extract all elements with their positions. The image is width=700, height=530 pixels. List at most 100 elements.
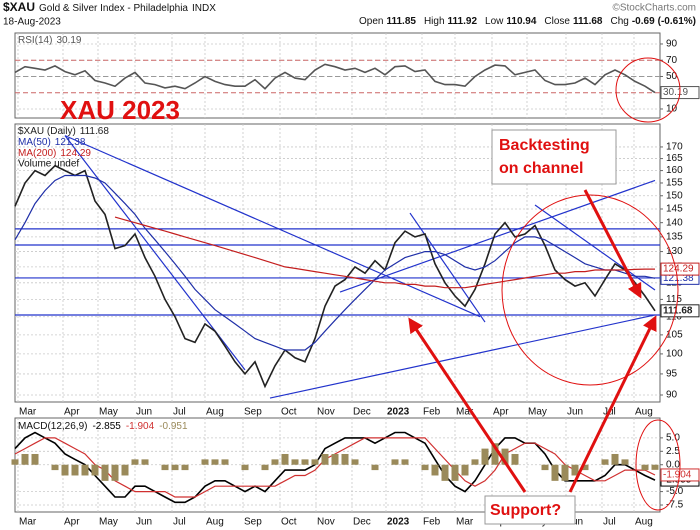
histogram-bar [261,464,269,471]
y-tick-label: 70 [666,55,678,66]
trend-line [339,179,656,293]
histogram-bar [171,464,179,471]
x-tick-label: May [99,517,118,528]
x-tick-label: Sep [244,407,262,418]
x-tick-label: Jun [136,407,152,418]
histogram-bar [511,453,519,465]
histogram-bar [561,464,569,481]
histogram-bar [651,464,659,470]
y-tick-label: -7.5 [666,500,684,511]
histogram-bar [451,464,459,481]
histogram-bar [401,459,409,465]
x-tick-label: Feb [423,407,441,418]
question-box [484,495,576,525]
histogram-bar [611,453,619,465]
histogram-bar [331,453,339,465]
series-line [14,431,656,504]
histogram-bar [571,464,579,476]
histogram-bar [341,453,349,465]
y-tick-label: 155 [666,178,683,189]
x-tick-label: Aug [206,517,224,528]
x-tick-label: Apr [64,407,80,418]
y-tick-label: 145 [666,204,683,215]
change-label: Chg [610,16,628,27]
histogram-bar [421,464,429,471]
y-tick-label: 90 [666,390,678,401]
x-tick-label: Apr [64,517,80,528]
arrow [408,317,527,493]
x-tick-label: Jun [136,517,152,528]
y-tick-label: 105 [666,330,683,341]
x-tick-label: Jul [173,517,186,528]
x-tick-label: 2023 [387,517,410,528]
y-tick-label: 5.0 [666,433,680,444]
histogram-bar [551,464,559,481]
histogram-bar [61,464,69,476]
x-tick-label: Mar [456,517,474,528]
histogram-bar [11,459,19,465]
header-date: 18-Aug-2023 [3,17,61,28]
legend-value: 111.68 [80,126,110,137]
histogram-bar [471,459,479,465]
ohlc-label: Open [359,16,383,27]
legend-value: 30.19 [56,35,81,46]
histogram-bar [201,459,209,465]
histogram-bar [391,459,399,465]
y-tick-label: 100 [666,349,683,360]
arrow [583,189,642,299]
x-tick-label: Feb [423,517,441,528]
ohlc-value: 110.94 [506,16,536,27]
note-line: Backtesting [499,137,590,154]
y-tick-label: 2.5 [666,446,680,457]
histogram-bar [351,459,359,465]
highlight-circle [501,194,679,386]
x-tick-label: Oct [281,407,297,418]
note-line: on channel [499,160,583,177]
change-pct: (-0.61%) [658,16,696,27]
trend-line [269,314,656,399]
histogram-bar [131,459,139,465]
histogram-bar [181,464,189,471]
y-tick-label: 165 [666,153,683,164]
series-line [14,164,656,389]
histogram-bar [601,459,609,465]
histogram-bar [91,464,99,476]
legend-value: -2.855 [92,421,121,432]
trend-line [409,212,486,323]
panel-frame [14,32,661,119]
x-tick-label: Aug [206,407,224,418]
series-line [14,63,656,94]
exchange: INDX [192,3,216,14]
x-tick-label: Jul [173,407,186,418]
value-tag [660,262,700,276]
y-tick-label: 135 [666,231,683,242]
legend: MA(50) 121.38 [18,137,86,148]
histogram-bar [111,464,119,481]
trend-line [64,135,481,318]
arrow [568,315,657,493]
x-tick-label: May [99,407,118,418]
header-title: $XAU Gold & Silver Index - Philadelphia IN… [3,0,216,14]
histogram-bar [371,464,379,471]
x-tick-label: Nov [317,407,335,418]
histogram-bar [161,464,169,471]
annotation-title: XAU 2023 [60,95,180,125]
legend-value: 124.29 [60,148,91,159]
histogram-bar [321,453,329,465]
ohlc-label: Close [544,16,570,27]
x-tick-label: Jul [603,517,616,528]
x-tick-label: Dec [353,407,371,418]
question: Support? [490,502,561,519]
y-tick-label: 90 [666,39,678,50]
value-tag-label: -1.904 [663,470,692,481]
histogram-bar [51,464,59,471]
value-tag-label: 121.38 [663,273,694,284]
histogram-bar [121,464,129,476]
histogram-bar [581,464,589,471]
legend: MA(200) 124.29 [18,148,91,159]
histogram-bar [31,453,39,465]
y-tick-label: 50 [666,71,678,82]
